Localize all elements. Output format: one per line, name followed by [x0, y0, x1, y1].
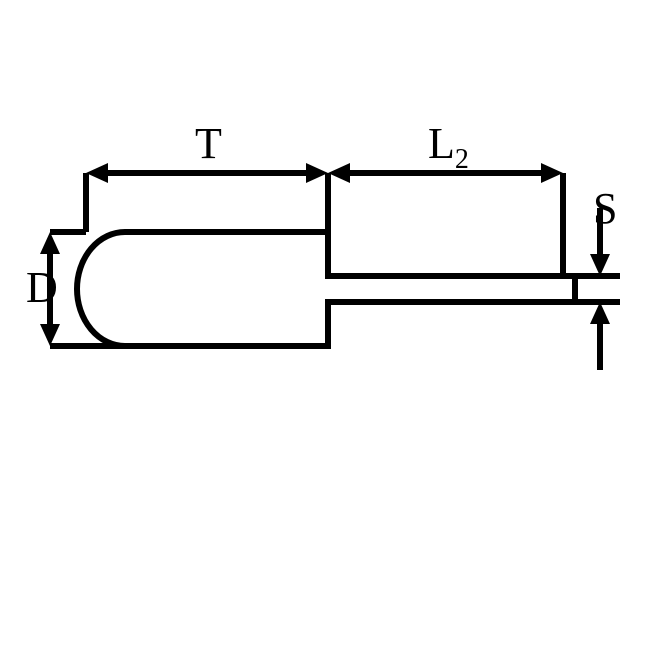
arrowhead: [40, 232, 60, 254]
arrowhead: [328, 163, 350, 183]
label-S: S: [593, 184, 617, 233]
label-D: D: [26, 263, 58, 312]
arrowhead: [590, 254, 610, 276]
arrowhead: [86, 163, 108, 183]
label-L2: L2: [428, 119, 469, 175]
label-T: T: [195, 119, 222, 168]
arrowhead: [590, 302, 610, 324]
arrowhead: [40, 324, 60, 346]
arrowhead: [306, 163, 328, 183]
arrowhead: [541, 163, 563, 183]
tool-outline: [77, 232, 575, 346]
